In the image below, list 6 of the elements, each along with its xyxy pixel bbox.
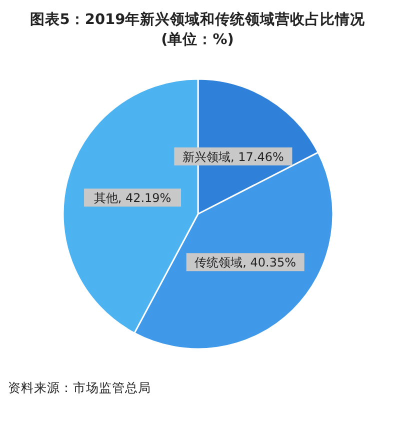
slice-label: 其他, 42.19%	[94, 191, 172, 206]
text: 资料来源：市场监管总局	[8, 380, 151, 395]
chart-title: 图表5：2019年新兴领域和传统领域营收占比情况	[30, 10, 366, 28]
slice-label: 新兴领域, 17.46%	[182, 150, 284, 164]
slice-label: 传统领域, 40.35%	[194, 256, 296, 270]
chart-subtitle: (单位：%)	[161, 31, 234, 48]
